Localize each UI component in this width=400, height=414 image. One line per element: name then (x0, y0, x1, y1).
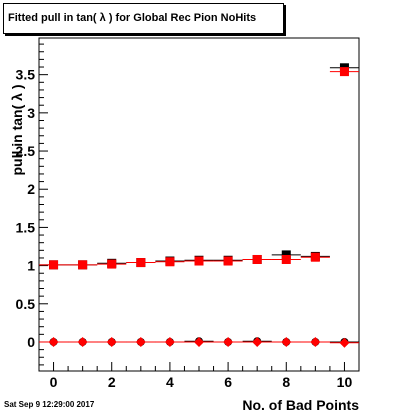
y-tick-label: 0.5 (16, 296, 36, 312)
y-tick-label: 1 (27, 258, 35, 274)
data-point-square (310, 252, 320, 262)
data-point-diamond (164, 336, 175, 347)
data-point-square (78, 260, 88, 270)
axis-ticks (38, 43, 360, 371)
data-point-diamond (339, 337, 350, 348)
data-point-square (281, 254, 291, 264)
chart-title: Fitted pull in tan( λ ) for Global Rec P… (3, 3, 284, 34)
x-tick-label: 2 (108, 374, 116, 390)
x-tick-label: 8 (282, 374, 290, 390)
x-tick-label: 0 (50, 374, 58, 390)
data-point-square (252, 254, 262, 264)
data-point-diamond (310, 336, 321, 347)
x-tick-label: 10 (337, 374, 353, 390)
data-point-diamond (281, 336, 292, 347)
y-tick-label: 2.5 (16, 143, 36, 159)
data-point-diamond (223, 336, 234, 347)
tick-labels: 0 2 4 6 8 10 0 0.5 1 1.5 2 2.5 3 3.5 (16, 67, 353, 390)
data-point-diamond (106, 336, 117, 347)
data-point-square (281, 250, 291, 260)
timestamp: Sat Sep 9 12:29:00 2017 (4, 400, 95, 409)
data-point-square (339, 67, 349, 77)
data-point-diamond (48, 336, 59, 347)
data-point-square (49, 260, 59, 270)
y-tick-label: 1.5 (16, 219, 36, 235)
data-point-diamond (77, 336, 88, 347)
y-axis-title: pull in tan( λ ) (9, 85, 25, 176)
data-point-diamond (252, 336, 263, 347)
data-point-square (107, 259, 117, 269)
data-point-diamond (194, 336, 204, 347)
x-tick-label: 6 (224, 374, 232, 390)
data-point-square (223, 256, 233, 266)
plot-frame (38, 37, 360, 372)
x-axis-title: No. of Bad Points (242, 397, 359, 413)
data-markers (39, 63, 359, 348)
data-point-square (136, 258, 146, 268)
data-point-square (165, 257, 175, 267)
y-tick-label: 2 (27, 181, 35, 197)
data-point-square (194, 256, 204, 266)
y-tick-label: 0 (27, 334, 35, 350)
y-tick-label: 3 (27, 105, 35, 121)
x-tick-label: 4 (166, 374, 174, 390)
y-tick-label: 3.5 (16, 67, 36, 83)
data-point-diamond (135, 336, 146, 347)
